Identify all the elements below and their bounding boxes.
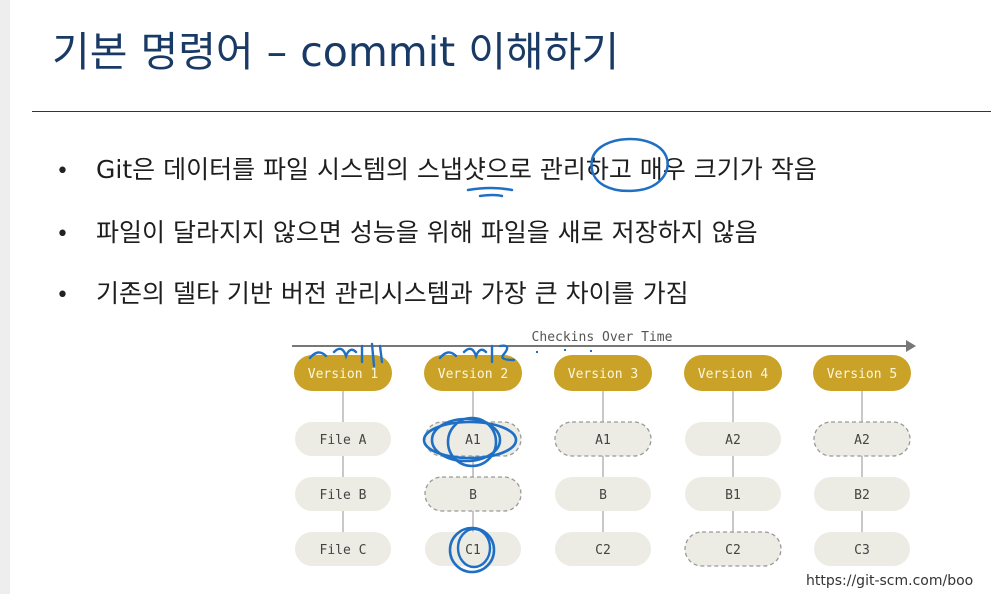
bullet-dot: • bbox=[56, 159, 69, 184]
bullet-item: • 기존의 델타 기반 버전 관리시스템과 가장 큰 차이를 가짐 bbox=[56, 274, 689, 310]
version-label: Version 3 bbox=[568, 367, 638, 382]
file-snapshot-nodes: File A A1 A1 A2 A2 File B B B B1 B2 File C C1 C2 C2 C3 bbox=[295, 421, 911, 567]
node-label: B2 bbox=[854, 488, 870, 503]
version-label: Version 1 bbox=[308, 367, 378, 382]
reference-node: A2 bbox=[813, 421, 911, 457]
snapshot-node: File B bbox=[295, 477, 391, 511]
underline-snapshot-mark bbox=[466, 186, 514, 198]
bullet-dot: • bbox=[56, 222, 69, 247]
bullet-text: Git은 데이터를 파일 시스템의 스냅샷으로 관리하고 매우 크기가 작음 bbox=[96, 155, 817, 184]
reference-node: C2 bbox=[684, 531, 782, 567]
version-pill-shape bbox=[554, 355, 652, 391]
node-shape bbox=[814, 532, 910, 566]
reference-node: A1 bbox=[554, 421, 652, 457]
axis-label-backdrop bbox=[524, 326, 684, 344]
node-label: A2 bbox=[725, 433, 741, 448]
bullet-item: • 파일이 달라지지 않으면 성능을 위해 파일을 새로 저장하지 않음 bbox=[56, 213, 758, 249]
bullet-text: 기존의 델타 기반 버전 관리시스템과 가장 큰 차이를 가짐 bbox=[96, 279, 689, 308]
version-pills: Version 1 Version 2 Version 3 Version 4 Vers… bbox=[294, 355, 911, 391]
node-shape bbox=[425, 532, 521, 566]
node-shape bbox=[684, 531, 782, 567]
node-label: C1 bbox=[465, 543, 481, 558]
connector-lines bbox=[342, 373, 863, 549]
version-label: Version 5 bbox=[827, 367, 897, 382]
node-shape bbox=[685, 477, 781, 511]
circle-c1-ring bbox=[456, 527, 492, 569]
timeline-axis: Checkins Over Time bbox=[292, 326, 916, 352]
node-label: B1 bbox=[725, 488, 741, 503]
version-label: Version 4 bbox=[698, 367, 769, 382]
snapshot-node: File C bbox=[295, 532, 391, 566]
snapshot-node: B2 bbox=[814, 477, 910, 511]
node-label: C2 bbox=[595, 543, 611, 558]
node-shape bbox=[813, 421, 911, 457]
version-pill-shape bbox=[424, 355, 522, 391]
slide-left-strip bbox=[0, 0, 10, 594]
slide-title: 기본 명령어 – commit 이해하기 bbox=[52, 28, 620, 76]
snapshot-node: C3 bbox=[814, 532, 910, 566]
version-pill: Version 3 bbox=[554, 355, 652, 391]
handwritten-commit2-mark bbox=[438, 344, 516, 364]
node-shape bbox=[295, 532, 391, 566]
node-label: A1 bbox=[595, 433, 611, 448]
node-shape bbox=[555, 532, 651, 566]
version-label: Version 2 bbox=[438, 367, 508, 382]
version-pill: Version 4 bbox=[684, 355, 782, 391]
snapshot-node: C1 bbox=[425, 532, 521, 566]
snapshot-node: C2 bbox=[555, 532, 651, 566]
version-pill-shape bbox=[684, 355, 782, 391]
reference-node: B bbox=[424, 476, 522, 512]
node-label: C3 bbox=[854, 543, 870, 558]
version-pill: Version 2 bbox=[424, 355, 522, 391]
handwritten-commit1-mark bbox=[308, 342, 384, 368]
circle-a1-ring bbox=[422, 420, 518, 460]
snapshot-node: B1 bbox=[685, 477, 781, 511]
handwritten-annotations bbox=[308, 137, 669, 574]
node-label: B bbox=[469, 488, 477, 503]
node-label: A1 bbox=[465, 433, 481, 448]
node-label: A2 bbox=[854, 433, 870, 448]
axis-label: Checkins Over Time bbox=[532, 330, 673, 345]
node-shape bbox=[295, 422, 391, 456]
circle-a1-ring bbox=[446, 416, 498, 468]
version-pill-shape bbox=[813, 355, 911, 391]
snapshot-node: A2 bbox=[685, 422, 781, 456]
node-label: File C bbox=[320, 543, 367, 558]
node-shape bbox=[424, 476, 522, 512]
bullet-text: 파일이 달라지지 않으면 성능을 위해 파일을 새로 저장하지 않음 bbox=[96, 218, 758, 247]
version-pill: Version 5 bbox=[813, 355, 911, 391]
circled-management-mark bbox=[590, 137, 669, 193]
source-caption: https://git-scm.com/boo bbox=[806, 573, 974, 589]
handwritten-dash-mark bbox=[536, 349, 594, 353]
snapshot-node: B bbox=[555, 477, 651, 511]
bullet-item: • Git은 데이터를 파일 시스템의 스냅샷으로 관리하고 매우 크기가 작음 bbox=[56, 150, 817, 186]
node-shape bbox=[295, 477, 391, 511]
node-shape bbox=[554, 421, 652, 457]
timeline-arrowhead bbox=[906, 340, 916, 352]
node-shape bbox=[555, 477, 651, 511]
title-divider bbox=[32, 111, 991, 112]
bullet-dot: • bbox=[56, 283, 69, 308]
node-label: File A bbox=[320, 433, 367, 448]
node-label: File B bbox=[320, 488, 367, 503]
node-label: B bbox=[599, 488, 607, 503]
node-shape bbox=[685, 422, 781, 456]
snapshot-node: File A bbox=[295, 422, 391, 456]
node-label: C2 bbox=[725, 543, 741, 558]
version-pill: Version 1 bbox=[294, 355, 392, 391]
node-shape bbox=[814, 477, 910, 511]
version-pill-shape bbox=[294, 355, 392, 391]
